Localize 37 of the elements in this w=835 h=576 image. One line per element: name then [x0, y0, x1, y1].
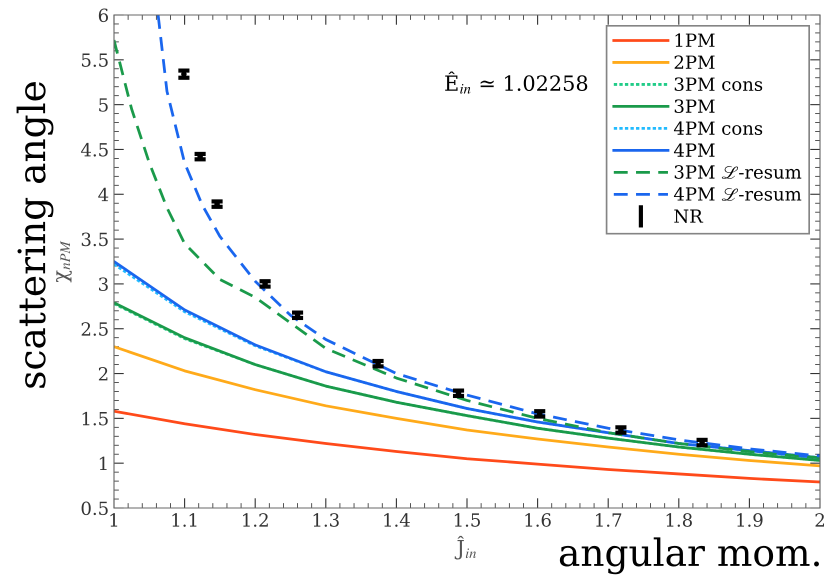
x-tick-label: 1.9 — [737, 513, 763, 527]
x-axis-title: Ĵ$_{in}$ — [454, 536, 476, 560]
legend-label: 4PM cons — [674, 121, 762, 135]
y-tick-label: 5 — [99, 98, 108, 112]
legend-label: 3PM cons — [674, 77, 762, 92]
y-tick-label: 6 — [98, 8, 108, 22]
legend-label: 3PM — [674, 99, 715, 113]
y-tick-label: 0.5 — [82, 501, 108, 516]
legend-label: NR — [674, 210, 704, 223]
x-tick-label: 1.2 — [243, 513, 268, 527]
annotation: Ê$_{in}$ ≃ 1.02258 — [445, 71, 588, 94]
x-tick-label: 1.5 — [454, 513, 480, 527]
legend-label: 4PM ℒ-resum — [674, 187, 802, 201]
x-tick-label: 1.4 — [384, 513, 410, 527]
y-axis-title: χ$_{nPM}$ — [56, 240, 72, 282]
text: angular mom. — [560, 537, 819, 574]
x-tick-label: 1.6 — [525, 513, 551, 527]
legend-label: 3PM ℒ-resum — [674, 165, 802, 179]
text: scattering angle — [16, 82, 54, 388]
x-tick-label: 1 — [110, 513, 118, 527]
x-tick-label: 1.1 — [172, 513, 196, 527]
legend-label: 4PM — [674, 143, 715, 157]
x-tick-label: 1.8 — [666, 513, 692, 527]
y-tick-label: 1.5 — [82, 412, 108, 426]
x-tick-label: 1.3 — [314, 513, 339, 527]
y-tick-label: 4 — [98, 188, 108, 202]
y-tick-label: 3 — [99, 277, 108, 292]
y-tick-label: 5.5 — [82, 54, 108, 67]
y-tick-label: 3.5 — [82, 232, 108, 246]
legend-label: 2PM — [674, 55, 715, 69]
y-tick-label: 2.5 — [82, 322, 108, 336]
y-tick-label: 4.5 — [80, 142, 108, 157]
y-tick-label: 2 — [98, 367, 108, 380]
x-tick-label: 2 — [815, 513, 824, 527]
legend-label: 1PM — [676, 33, 715, 47]
x-tick-label: 1.7 — [596, 513, 622, 527]
y-tick-label: 1 — [100, 456, 107, 470]
